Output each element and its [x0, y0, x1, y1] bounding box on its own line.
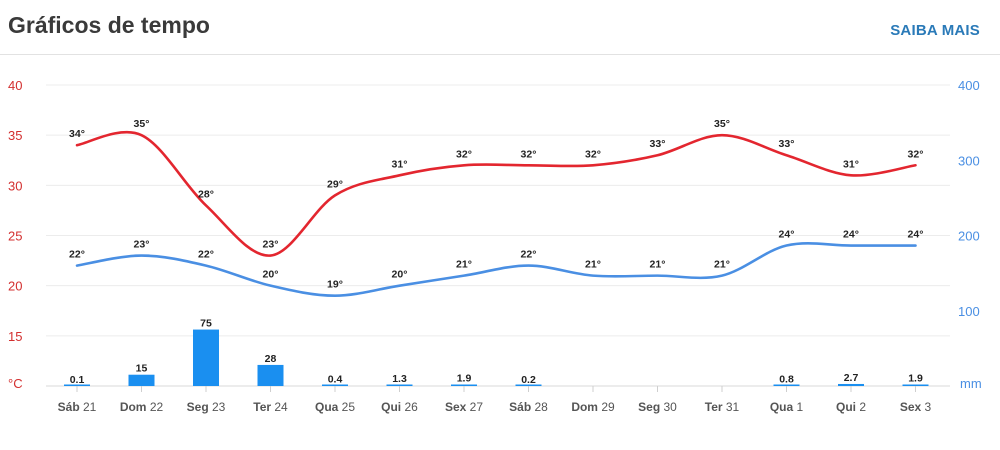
y-left-tick: 25	[8, 229, 22, 244]
precip-bar	[838, 383, 864, 386]
x-tick-label: Qui 26	[381, 400, 418, 414]
max-temp-label: 31°	[392, 158, 408, 170]
min-temp-label: 24°	[908, 229, 924, 241]
x-tick-label: Sex 27	[445, 400, 483, 414]
max-temp-label: 31°	[843, 158, 859, 170]
precip-label: 0.1	[70, 374, 85, 386]
precip-label: 1.3	[392, 373, 407, 385]
y-left-tick: 30	[8, 178, 22, 193]
precip-label: 15	[136, 363, 148, 375]
x-tick-label: Seg 23	[187, 400, 226, 414]
x-tick-label: Sáb 21	[58, 400, 97, 414]
precip-bar	[386, 384, 413, 386]
page-title: Gráficos de tempo	[8, 12, 210, 38]
precip-bar	[193, 329, 219, 386]
precip-label: 0.2	[521, 374, 536, 386]
x-tick-label: Ter 24	[253, 400, 288, 414]
precip-bar	[64, 384, 90, 386]
max-temp-label: 33°	[650, 138, 666, 150]
min-temp-label: 21°	[585, 259, 601, 271]
max-temp-label: 32°	[456, 148, 472, 160]
x-tick-label: Sex 3	[900, 400, 932, 414]
y-left-tick: 40	[8, 78, 22, 93]
max-temp-label: 32°	[908, 148, 924, 160]
min-temp-label: 21°	[650, 259, 666, 271]
y-right-unit: mm	[960, 376, 982, 391]
max-temp-label: 29°	[327, 178, 343, 190]
y-right-tick: 400	[958, 78, 980, 93]
min-temp-label: 19°	[327, 279, 343, 291]
precip-label: 0.4	[328, 374, 343, 386]
y-left-tick: 35	[8, 128, 22, 143]
min-temp-label: 22°	[521, 249, 537, 261]
precip-label: 0.8	[779, 373, 794, 385]
min-temp-label: 22°	[198, 249, 214, 261]
max-temp-label: 34°	[69, 128, 85, 140]
precip-label: 1.9	[908, 373, 923, 385]
weather-chart: 40 35 30 25 20 15 °C 400 300 200 100 mm Sáb 21 Dom 22…	[8, 78, 982, 414]
min-temp-label: 21°	[456, 259, 472, 271]
y-left-tick: 15	[8, 329, 22, 344]
x-tick-label: Qui 2	[836, 400, 866, 414]
min-temp-label: 20°	[263, 269, 279, 281]
x-tick-label: Dom 22	[120, 400, 164, 414]
y-right-tick: 100	[958, 304, 980, 319]
precip-label: 75	[200, 318, 212, 330]
x-tick-label: Ter 31	[705, 400, 740, 414]
precip-bar	[322, 384, 348, 386]
x-tick-label: Qua 25	[315, 400, 355, 414]
precip-bar	[515, 384, 542, 386]
min-temp-label: 24°	[779, 229, 795, 241]
max-temp-label: 35°	[134, 118, 150, 130]
x-tick-label: Sáb 28	[509, 400, 548, 414]
precip-label: 1.9	[457, 373, 472, 385]
min-temp-label: 24°	[843, 229, 859, 241]
y-left-tick: 20	[8, 279, 22, 294]
max-temp-label: 32°	[521, 148, 537, 160]
x-tick-label: Seg 30	[638, 400, 677, 414]
max-temp-label: 33°	[779, 138, 795, 150]
min-temp-label: 21°	[714, 259, 730, 271]
chart-header: Gráficos de tempo SAIBA MAIS	[0, 0, 1000, 55]
min-temp-label: 22°	[69, 249, 85, 261]
precip-bar	[451, 384, 477, 386]
x-tick-label: Qua 1	[770, 400, 804, 414]
precip-bar	[902, 384, 929, 386]
y-right-tick: 200	[958, 229, 980, 244]
precip-bar	[773, 384, 800, 386]
x-tick-label: Dom 29	[571, 400, 615, 414]
precip-bar	[257, 364, 284, 386]
max-temp-label: 35°	[714, 118, 730, 130]
precip-label: 28	[265, 353, 277, 365]
max-temp-label: 32°	[585, 148, 601, 160]
precip-bar	[128, 374, 155, 386]
max-temp-label: 23°	[263, 239, 279, 251]
y-right-tick: 300	[958, 153, 980, 168]
min-temp-line	[75, 242, 917, 298]
min-temp-label: 23°	[134, 239, 150, 251]
max-temp-line	[75, 130, 917, 257]
saiba-mais-link[interactable]: SAIBA MAIS	[890, 22, 980, 39]
y-left-unit: °C	[8, 376, 23, 391]
min-temp-label: 20°	[392, 269, 408, 281]
precip-label: 2.7	[844, 372, 859, 384]
max-temp-label: 28°	[198, 188, 214, 200]
